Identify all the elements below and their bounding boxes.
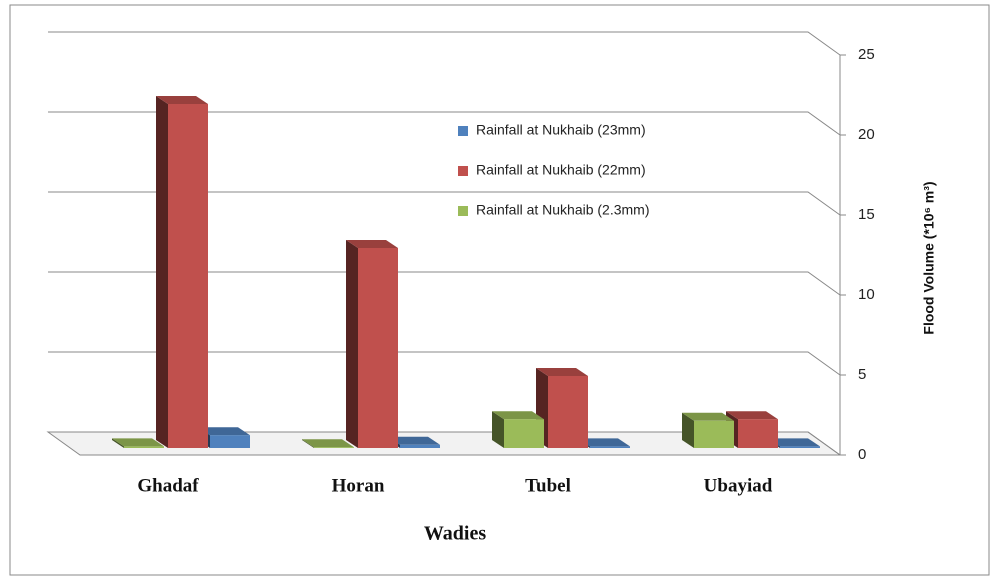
bar [314, 447, 354, 448]
bar [694, 420, 734, 448]
bar-group [682, 412, 734, 448]
bar-group [302, 439, 354, 448]
y-tick-label: 20 [858, 126, 875, 143]
grid-line [48, 271, 841, 296]
bar-top [388, 436, 440, 445]
legend-label: Rainfall at Nukhaib (23mm) [476, 122, 646, 138]
x-axis-title: Wadies [424, 523, 486, 545]
bar-group [346, 240, 398, 448]
bar-group [112, 438, 164, 448]
bar-side [156, 96, 168, 448]
bar-top [156, 96, 208, 104]
y-axis-title: Flood Volume (*10⁶ m³) [921, 181, 937, 334]
bar [738, 419, 778, 448]
bar-top [726, 411, 778, 420]
grid-line [48, 111, 841, 136]
bar-group [492, 411, 544, 448]
bar-top [112, 438, 164, 447]
legend-swatch [458, 206, 468, 216]
bar [168, 104, 208, 448]
bar-side [302, 439, 314, 448]
grid-line [48, 191, 841, 216]
x-tick-label: Ghadaf [137, 475, 199, 496]
bar-side [346, 240, 358, 448]
bar-top [768, 438, 820, 447]
x-tick-label: Horan [332, 475, 385, 496]
grid-line [48, 431, 841, 456]
bar [548, 376, 588, 448]
grid-line [48, 351, 841, 376]
bar-top [302, 439, 354, 448]
grid-line [48, 31, 841, 56]
y-tick-label: 0 [858, 446, 866, 463]
x-tick-label: Tubel [525, 475, 571, 496]
bar [124, 446, 164, 448]
bar-top [578, 438, 630, 447]
bar-top [346, 240, 398, 248]
bar-side [112, 438, 124, 448]
bar [358, 248, 398, 448]
bar [504, 419, 544, 448]
bar-group [156, 96, 208, 448]
bar-side [682, 412, 694, 448]
legend-label: Rainfall at Nukhaib (2.3mm) [476, 202, 650, 218]
bar-top [492, 411, 544, 420]
bar-top [536, 368, 588, 376]
bar [210, 435, 250, 448]
y-tick-label: 25 [858, 46, 875, 63]
bar-top [198, 427, 250, 436]
bar [400, 444, 440, 448]
bar [590, 446, 630, 448]
y-tick-label: 10 [858, 286, 875, 303]
x-tick-label: Ubayiad [704, 475, 773, 496]
bar [780, 446, 820, 448]
y-tick-label: 5 [858, 366, 866, 383]
legend-swatch [458, 166, 468, 176]
legend-swatch [458, 126, 468, 136]
bar-side [492, 411, 504, 448]
bar-top [682, 412, 734, 421]
y-tick-label: 15 [858, 206, 875, 223]
legend-label: Rainfall at Nukhaib (22mm) [476, 162, 646, 178]
